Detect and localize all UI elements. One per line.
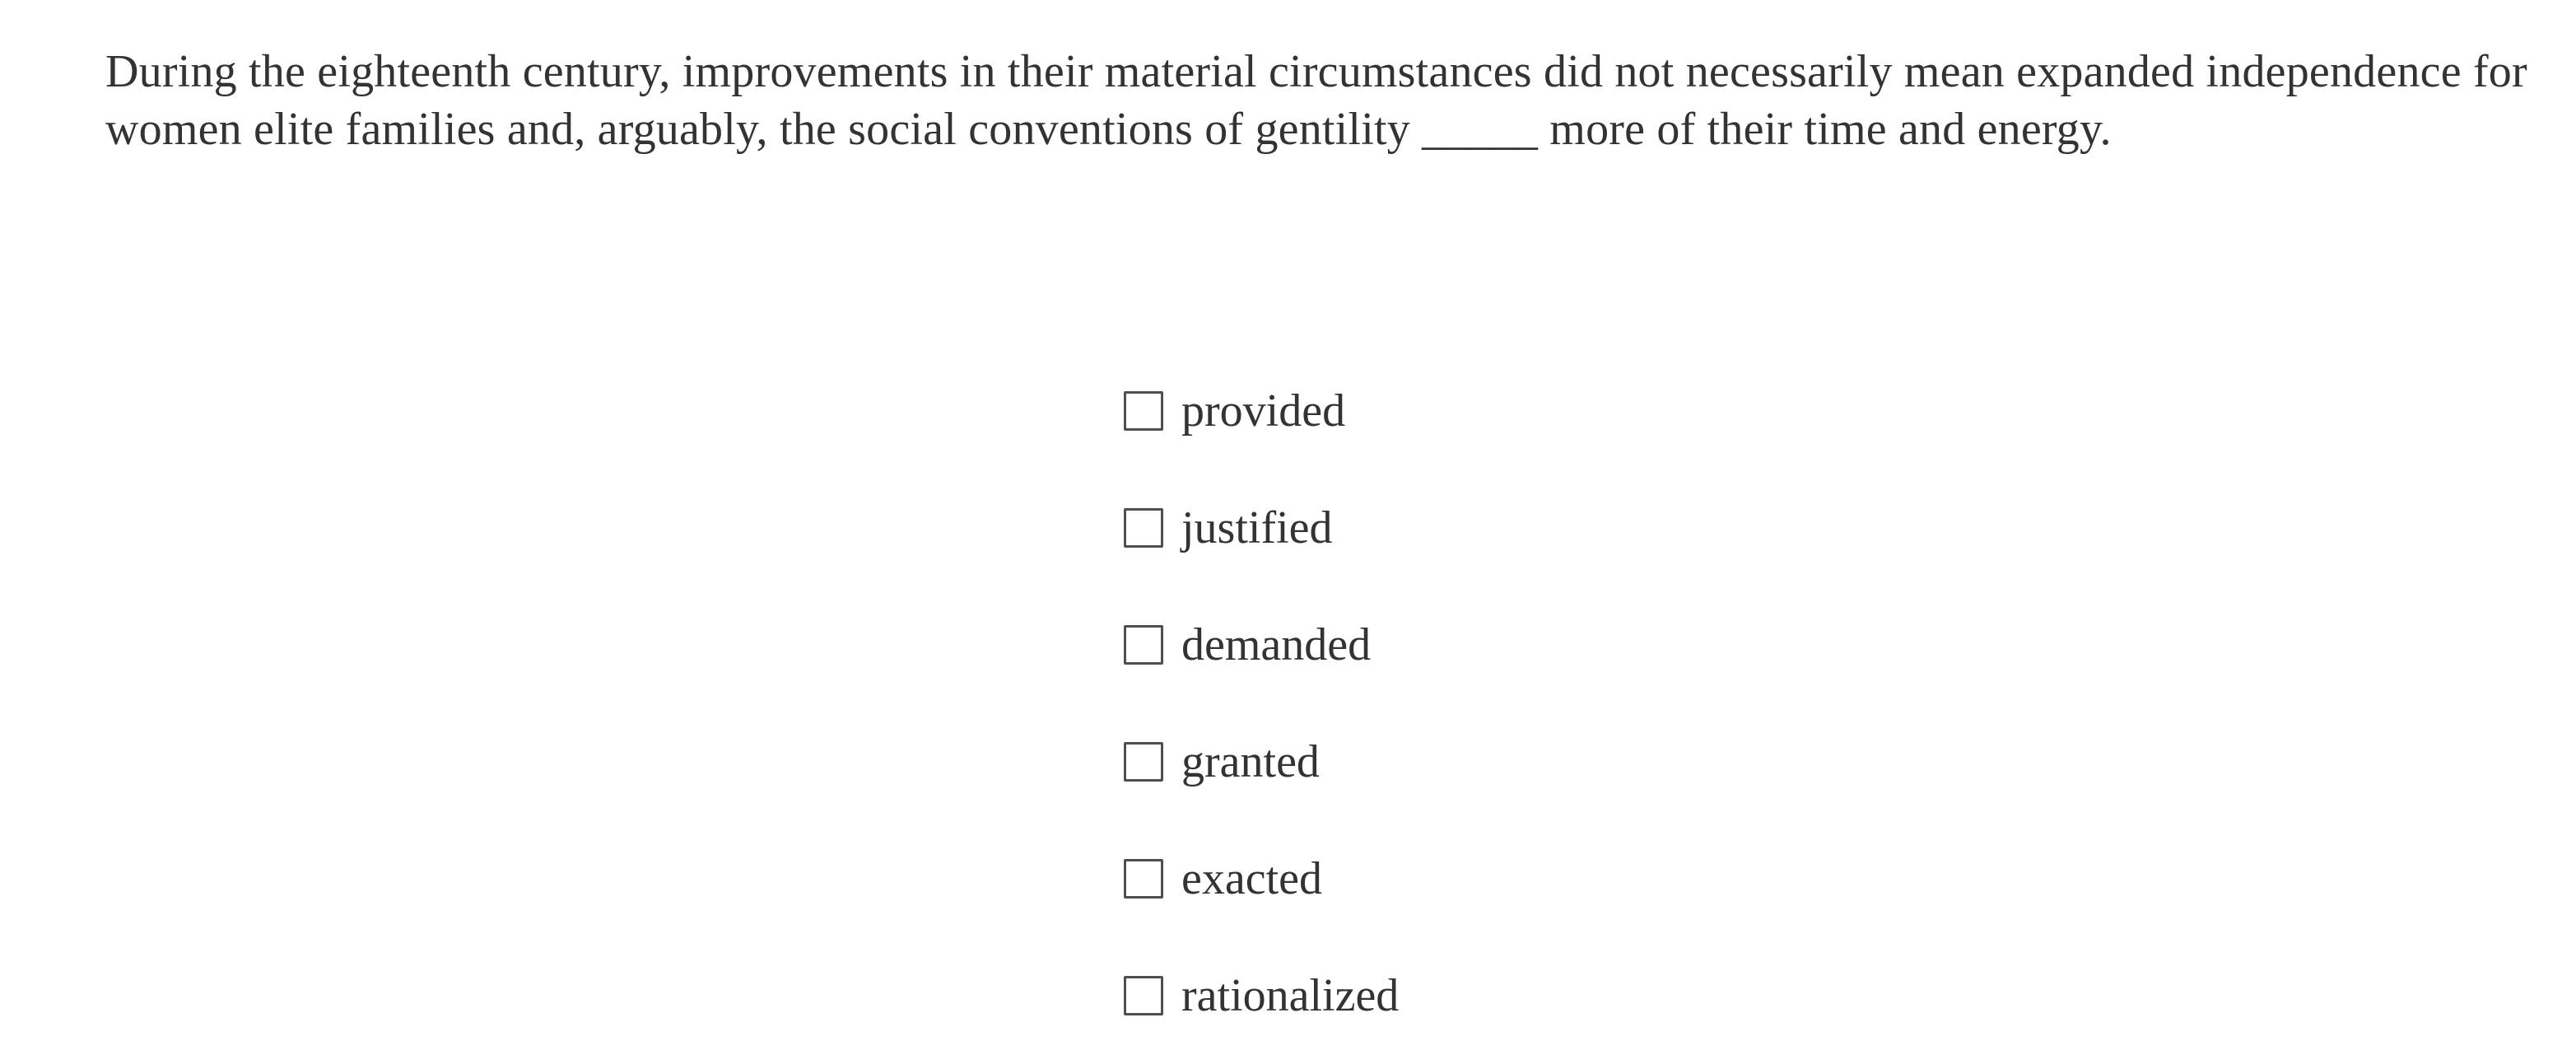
option-label: demanded (1181, 619, 1372, 670)
checkbox-unchecked-icon[interactable] (1124, 742, 1163, 782)
checkbox-unchecked-icon[interactable] (1124, 508, 1163, 548)
option-row-granted[interactable]: granted (1124, 736, 1399, 787)
question-line-1: During the eighteenth century, improveme… (105, 46, 2527, 97)
checkbox-unchecked-icon[interactable] (1124, 976, 1163, 1015)
checkbox-unchecked-icon[interactable] (1124, 391, 1163, 431)
question-text: During the eighteenth century, improveme… (105, 43, 2527, 158)
option-label: justified (1181, 502, 1333, 553)
option-label: granted (1181, 736, 1320, 787)
answer-options-list: provided justified demanded granted exac… (1124, 385, 1400, 1021)
option-row-justified[interactable]: justified (1124, 502, 1399, 553)
option-row-provided[interactable]: provided (1124, 385, 1399, 436)
option-label: exacted (1181, 853, 1322, 904)
option-row-rationalized[interactable]: rationalized (1124, 970, 1400, 1021)
question-line-2: women elite families and, arguably, the … (105, 104, 2112, 155)
option-label: rationalized (1181, 970, 1400, 1021)
option-row-exacted[interactable]: exacted (1124, 853, 1399, 904)
checkbox-unchecked-icon[interactable] (1124, 625, 1163, 665)
option-label: provided (1181, 385, 1346, 436)
option-row-demanded[interactable]: demanded (1124, 619, 1399, 670)
checkbox-unchecked-icon[interactable] (1124, 859, 1163, 899)
